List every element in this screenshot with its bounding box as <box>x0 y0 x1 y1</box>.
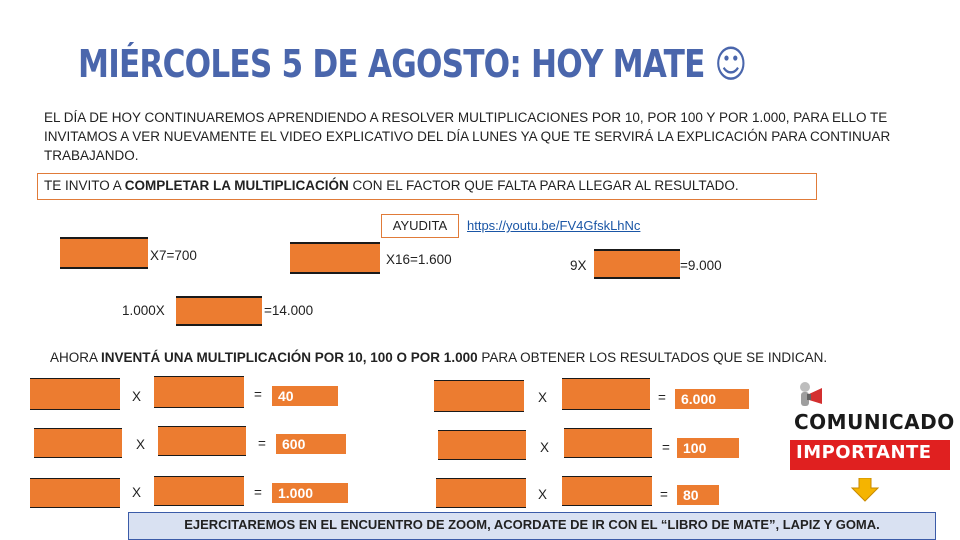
section2-post: PARA OBTENER LOS RESULTADOS QUE SE INDIC… <box>477 350 828 365</box>
footer-note: EJERCITAREMOS EN EL ENCUENTRO DE ZOOM, A… <box>128 512 936 540</box>
answer-blank[interactable] <box>594 249 680 279</box>
factor-blank[interactable] <box>34 428 122 458</box>
factor-blank[interactable] <box>562 476 652 506</box>
factor-blank[interactable] <box>436 478 526 508</box>
equals-sign: = <box>660 487 668 502</box>
answer-blank[interactable] <box>60 237 148 269</box>
answer-blank[interactable] <box>176 296 262 326</box>
instruction-box: TE INVITO A COMPLETAR LA MULTIPLICACIÓN … <box>37 173 817 200</box>
times-sign: X <box>538 487 548 502</box>
result-value: 1.000 <box>272 483 348 503</box>
help-label: AYUDITA <box>381 214 459 238</box>
intro-paragraph: EL DÍA DE HOY CONTINUAREMOS APRENDIENDO … <box>44 110 891 163</box>
section2-bold: INVENTÁ UNA MULTIPLICACIÓN POR 10, 100 O… <box>101 350 478 365</box>
factor-blank[interactable] <box>154 376 244 408</box>
factor-blank[interactable] <box>158 426 246 456</box>
exercise-text: =14.000 <box>264 303 314 318</box>
section2-pre: AHORA <box>50 350 102 365</box>
instruction-pre: TE INVITO A <box>44 178 125 193</box>
factor-blank[interactable] <box>30 478 120 508</box>
result-value: 80 <box>677 485 719 505</box>
equals-sign: = <box>258 436 266 451</box>
stamp-banner <box>790 440 950 470</box>
help-link[interactable]: https://youtu.be/FV4GfskLhNc <box>467 218 641 233</box>
times-sign: X <box>136 437 146 452</box>
result-value: 40 <box>272 386 338 406</box>
arrow-down-icon <box>850 478 880 502</box>
exercise-text: X16=1.600 <box>386 252 452 267</box>
factor-blank[interactable] <box>154 476 244 506</box>
instruction-bold: COMPLETAR LA MULTIPLICACIÓN <box>124 178 349 193</box>
equals-sign: = <box>658 390 666 405</box>
equals-sign: = <box>662 440 670 455</box>
times-sign: X <box>540 440 550 455</box>
page-title: MIÉRCOLES 5 DE AGOSTO: HOY MATE ☺ <box>78 42 747 86</box>
factor-blank[interactable] <box>30 378 120 410</box>
factor-blank[interactable] <box>434 380 524 412</box>
exercise-text: X7=700 <box>150 248 197 263</box>
times-sign: X <box>538 390 548 405</box>
section2-instruction: AHORA INVENTÁ UNA MULTIPLICACIÓN POR 10,… <box>50 350 827 365</box>
exercise-text: 1.000X <box>122 303 165 318</box>
factor-blank[interactable] <box>562 378 650 410</box>
answer-blank[interactable] <box>290 242 380 274</box>
result-value: 600 <box>276 434 346 454</box>
exercise-text: =9.000 <box>680 258 722 273</box>
equals-sign: = <box>254 387 262 402</box>
stamp-title: COMUNICADO <box>794 410 955 434</box>
instruction-post: CON EL FACTOR QUE FALTA PARA LLEGAR AL R… <box>348 178 739 193</box>
times-sign: X <box>132 485 142 500</box>
factor-blank[interactable] <box>438 430 526 460</box>
result-value: 100 <box>677 438 739 458</box>
result-value: 6.000 <box>675 389 749 409</box>
factor-blank[interactable] <box>564 428 652 458</box>
exercise-text: 9X <box>570 258 587 273</box>
megaphone-icon <box>800 382 822 406</box>
stamp-subtitle: IMPORTANTE <box>796 442 932 463</box>
times-sign: X <box>132 389 142 404</box>
equals-sign: = <box>254 485 262 500</box>
